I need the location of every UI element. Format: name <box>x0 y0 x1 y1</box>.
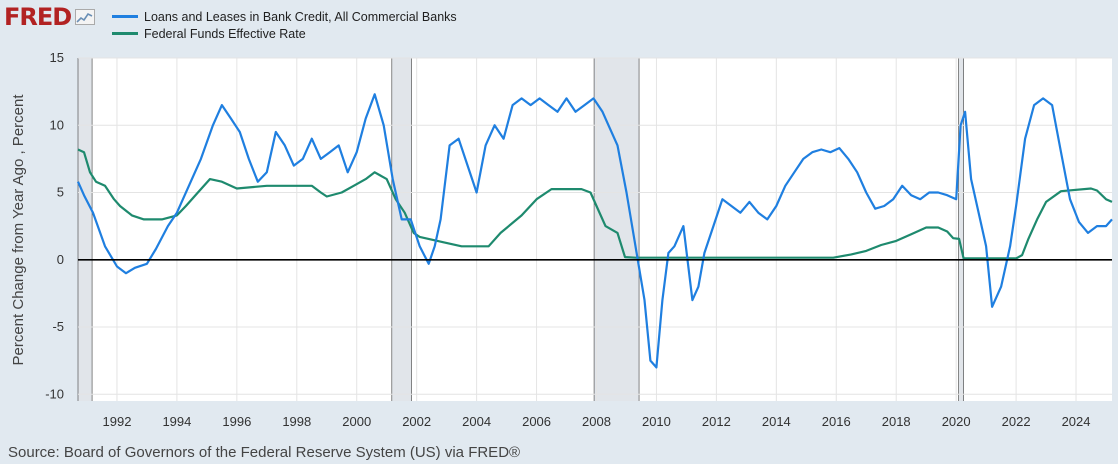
x-tick-label: 2016 <box>822 414 851 429</box>
legend-label-fedfunds: Federal Funds Effective Rate <box>144 26 306 41</box>
legend-label-loans: Loans and Leases in Bank Credit, All Com… <box>144 9 457 24</box>
x-tick-label: 1998 <box>282 414 311 429</box>
x-tick-label: 1992 <box>103 414 132 429</box>
legend-item-loans: Loans and Leases in Bank Credit, All Com… <box>112 8 457 25</box>
x-tick-label: 2010 <box>642 414 671 429</box>
x-tick-label: 1994 <box>162 414 191 429</box>
y-axis-title: Percent Change from Year Ago , Percent <box>10 94 27 366</box>
x-tick-label: 2024 <box>1062 414 1091 429</box>
tick-labels: 15 10 5 0 -5 -10 1992 1994 1996 1998 2000 2002 2004 2… <box>45 50 1090 429</box>
chart: 15 10 5 0 -5 -10 1992 1994 1996 1998 2000 2002 2004 2… <box>10 50 1113 429</box>
x-tick-label: 2000 <box>342 414 371 429</box>
chart-trend-icon <box>75 9 96 25</box>
series-loans-line <box>76 93 1113 369</box>
series-lines <box>76 93 1113 369</box>
x-tick-label: 2022 <box>1002 414 1031 429</box>
x-tick-label: 2004 <box>462 414 491 429</box>
x-tick-label: 2008 <box>582 414 611 429</box>
x-tick-label: 2012 <box>702 414 731 429</box>
x-tick-label: 2014 <box>762 414 791 429</box>
x-tick-label: 2020 <box>942 414 971 429</box>
recession-band-2 <box>594 58 640 401</box>
x-tick-label: 2002 <box>402 414 431 429</box>
recession-band-3 <box>958 58 964 401</box>
recession-bands <box>77 58 964 401</box>
source-note: Source: Board of Governors of the Federa… <box>8 444 521 461</box>
x-tick-label: 1996 <box>222 414 251 429</box>
legend-swatch-loans <box>112 15 138 18</box>
y-tick-label: 15 <box>50 50 64 65</box>
chart-legend: Loans and Leases in Bank Credit, All Com… <box>112 8 457 42</box>
x-tick-label: 2006 <box>522 414 551 429</box>
y-tick-label: 5 <box>57 185 64 200</box>
y-tick-label: -10 <box>45 386 64 401</box>
grid-lines <box>78 57 1112 401</box>
legend-swatch-fedfunds <box>112 32 138 35</box>
y-tick-label: 0 <box>57 252 64 267</box>
recession-band-1 <box>391 58 412 401</box>
y-tick-label: -5 <box>52 319 64 334</box>
x-tick-label: 2018 <box>882 414 911 429</box>
fred-logo: FRED <box>4 2 96 32</box>
fred-logo-text: FRED <box>4 3 72 31</box>
y-tick-label: 10 <box>50 117 64 132</box>
recession-band-0 <box>78 58 93 401</box>
series-fedfunds-line <box>77 148 1113 260</box>
legend-item-fedfunds: Federal Funds Effective Rate <box>112 25 457 42</box>
